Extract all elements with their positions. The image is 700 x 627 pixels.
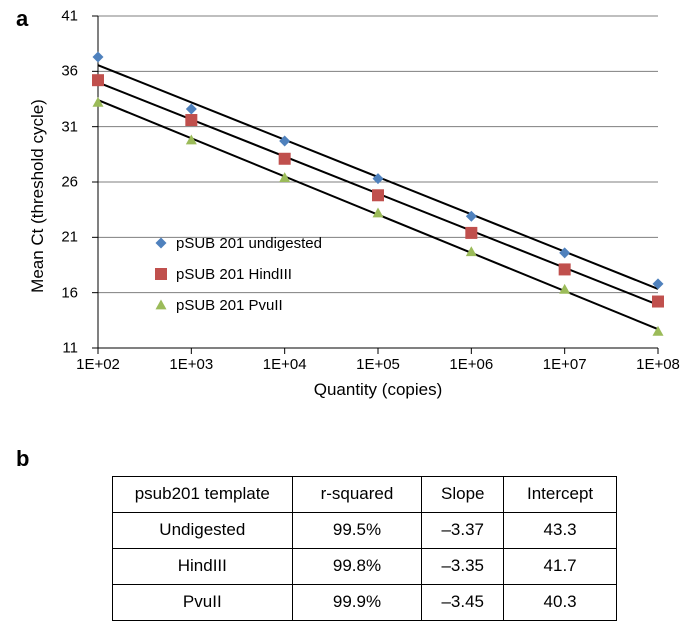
table: psub201 templater-squaredSlopeIntercept U… <box>112 476 617 621</box>
x-tick-label: 1E+05 <box>356 356 400 373</box>
y-axis-title: Mean Ct (threshold cycle) <box>28 99 48 293</box>
panel-label-b: b <box>16 446 29 472</box>
legend-item-hindiii: pSUB 201 HindIII <box>152 265 322 283</box>
table-cell: 99.9% <box>292 585 422 621</box>
legend-item-undigested: pSUB 201 undigested <box>152 234 322 252</box>
table-cell: 43.3 <box>504 513 617 549</box>
y-tick-label: 11 <box>62 340 78 357</box>
y-tick-label: 41 <box>61 8 78 25</box>
legend-item-pvuii: pSUB 201 PvuII <box>152 296 322 314</box>
table-cell: Intercept <box>504 477 617 513</box>
table-cell: psub201 template <box>113 477 293 513</box>
legend-label: pSUB 201 undigested <box>176 236 322 251</box>
square-icon <box>152 265 170 283</box>
y-tick-label: 31 <box>61 118 78 135</box>
panel-label-a: a <box>16 6 28 32</box>
x-axis-title: Quantity (copies) <box>314 380 443 400</box>
x-tick-label: 1E+08 <box>636 356 680 373</box>
legend-label: pSUB 201 PvuII <box>176 298 283 313</box>
table-cell: HindIII <box>113 549 293 585</box>
table-cell: PvuII <box>113 585 293 621</box>
diamond-icon <box>152 234 170 252</box>
x-tick-label: 1E+02 <box>76 356 120 373</box>
x-tick-label: 1E+03 <box>169 356 213 373</box>
y-tick-label: 21 <box>61 229 78 246</box>
legend: pSUB 201 undigested pSUB 201 HindIII pSU… <box>152 234 322 327</box>
table-cell: Undigested <box>113 513 293 549</box>
triangle-icon <box>152 296 170 314</box>
y-tick-label: 26 <box>61 174 78 191</box>
table-cell: 41.7 <box>504 549 617 585</box>
table-cell: 99.8% <box>292 549 422 585</box>
legend-label: pSUB 201 HindIII <box>176 267 292 282</box>
regression-table: psub201 templater-squaredSlopeIntercept U… <box>112 476 617 621</box>
table-cell: –3.45 <box>422 585 504 621</box>
chart-svg <box>52 6 678 358</box>
y-tick-label: 36 <box>61 63 78 80</box>
table-cell: 40.3 <box>504 585 617 621</box>
y-tick-label: 16 <box>61 284 78 301</box>
x-tick-label: 1E+06 <box>449 356 493 373</box>
table-cell: –3.35 <box>422 549 504 585</box>
x-tick-label: 1E+04 <box>263 356 307 373</box>
table-cell: 99.5% <box>292 513 422 549</box>
table-cell: r-squared <box>292 477 422 513</box>
table-cell: Slope <box>422 477 504 513</box>
table-cell: –3.37 <box>422 513 504 549</box>
x-tick-label: 1E+07 <box>543 356 587 373</box>
chart-panel: Mean Ct (threshold cycle) Quantity (copi… <box>52 6 678 386</box>
